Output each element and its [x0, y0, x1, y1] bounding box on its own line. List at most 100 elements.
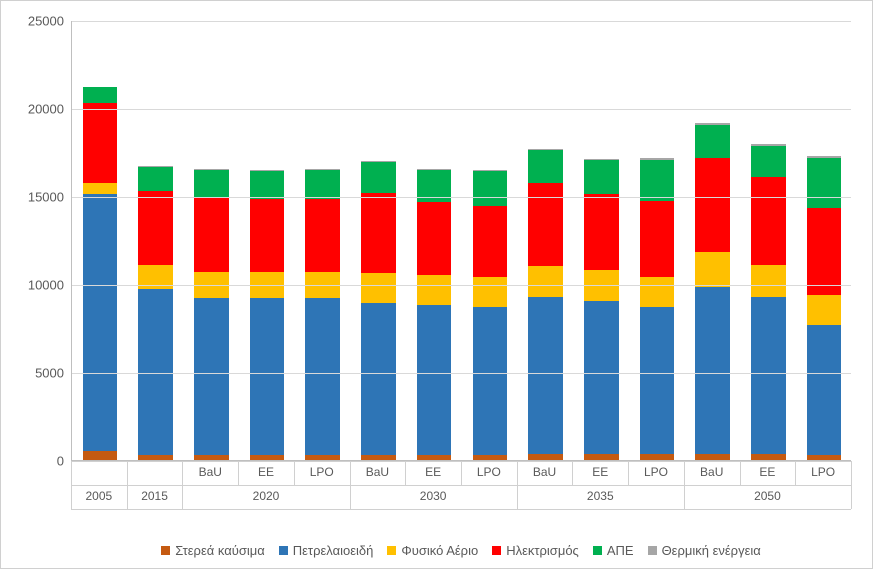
scenario-label: EE — [572, 465, 628, 479]
bar-segment-elec — [751, 177, 786, 265]
bar-segment-gas — [751, 265, 786, 298]
y-tick-label: 10000 — [28, 278, 72, 293]
bar-segment-res — [695, 125, 730, 158]
bar-segment-gas — [473, 277, 508, 307]
bar — [473, 170, 508, 460]
bar-segment-elec — [138, 191, 173, 265]
legend-swatch — [648, 546, 657, 555]
bar-segment-elec — [417, 202, 452, 275]
bar-segment-res — [473, 171, 508, 206]
bar-segment-res — [584, 160, 619, 193]
y-tick-label: 0 — [57, 454, 72, 469]
bar — [138, 166, 173, 460]
bar-segment-res — [83, 87, 118, 103]
legend-label: Ηλεκτρισμός — [506, 543, 579, 558]
bar-segment-elec — [83, 103, 118, 183]
category-border — [740, 461, 741, 485]
scenario-label: LPO — [628, 465, 684, 479]
bar — [250, 170, 285, 460]
bar-segment-res — [361, 162, 396, 194]
energy-stacked-bar-chart: 0500010000150002000025000 BaUEELPOBaUEEL… — [0, 0, 873, 569]
scenario-label: BaU — [350, 465, 406, 479]
bar-segment-gas — [528, 266, 563, 297]
legend-swatch — [492, 546, 501, 555]
bar-segment-petrol — [305, 298, 340, 455]
legend-swatch — [161, 546, 170, 555]
bar-segment-petrol — [584, 301, 619, 454]
bar-segment-res — [751, 146, 786, 177]
bar-segment-res — [807, 158, 842, 208]
category-border — [238, 461, 239, 485]
bar-segment-solid — [473, 455, 508, 460]
bar-segment-petrol — [138, 289, 173, 455]
legend-item: Θερμική ενέργεια — [648, 543, 761, 558]
legend-label: ΑΠΕ — [607, 543, 634, 558]
bar-segment-res — [138, 167, 173, 191]
scenario-label: BaU — [517, 465, 573, 479]
y-tick-label: 15000 — [28, 190, 72, 205]
bar-segment-gas — [807, 295, 842, 325]
scenario-label: LPO — [795, 465, 851, 479]
bar — [528, 149, 563, 461]
bar-segment-solid — [138, 455, 173, 460]
year-label: 2005 — [71, 489, 127, 503]
bar-segment-elec — [528, 183, 563, 266]
bar — [361, 161, 396, 460]
bar-segment-res — [305, 170, 340, 199]
bar-segment-solid — [528, 454, 563, 460]
gridline — [72, 373, 851, 374]
legend-swatch — [593, 546, 602, 555]
bar — [640, 158, 675, 460]
bar — [305, 169, 340, 460]
bar-segment-elec — [695, 158, 730, 252]
gridline — [72, 21, 851, 22]
scenario-label: LPO — [294, 465, 350, 479]
gridline — [72, 109, 851, 110]
bar-segment-solid — [751, 454, 786, 460]
bar-segment-res — [528, 150, 563, 183]
bar — [751, 144, 786, 460]
legend-item: Πετρελαιοειδή — [279, 543, 374, 558]
bar-segment-res — [640, 160, 675, 201]
bar — [83, 87, 118, 460]
bar-segment-elec — [250, 199, 285, 272]
scenario-label: EE — [238, 465, 294, 479]
bar-segment-solid — [83, 451, 118, 460]
bar-segment-gas — [83, 183, 118, 194]
bar-segment-elec — [361, 193, 396, 272]
bar-segment-res — [250, 171, 285, 199]
bar-segment-elec — [584, 194, 619, 271]
legend: Στερεά καύσιμα Πετρελαιοειδή Φυσικό Αέριο Η… — [71, 543, 851, 558]
bars-area — [72, 21, 851, 460]
bar — [194, 169, 229, 460]
bar-segment-gas — [695, 252, 730, 286]
bar-segment-petrol — [473, 307, 508, 455]
legend-swatch — [279, 546, 288, 555]
year-label: 2020 — [182, 489, 349, 503]
bar-segment-solid — [194, 455, 229, 460]
category-border — [851, 461, 852, 509]
gridline — [72, 197, 851, 198]
legend-item: Ηλεκτρισμός — [492, 543, 579, 558]
year-label: 2030 — [350, 489, 517, 503]
bar — [417, 169, 452, 460]
bar-segment-petrol — [528, 297, 563, 455]
category-border — [628, 461, 629, 485]
y-tick-label: 20000 — [28, 102, 72, 117]
bar-segment-petrol — [695, 287, 730, 454]
legend-item: ΑΠΕ — [593, 543, 634, 558]
category-border — [795, 461, 796, 485]
bar-segment-petrol — [83, 194, 118, 451]
bar-segment-petrol — [250, 298, 285, 455]
category-border — [294, 461, 295, 485]
bar-segment-elec — [473, 206, 508, 277]
bar — [695, 123, 730, 460]
bar-segment-elec — [807, 208, 842, 294]
year-label: 2015 — [127, 489, 183, 503]
legend-item: Στερεά καύσιμα — [161, 543, 265, 558]
bar-segment-solid — [305, 455, 340, 460]
legend-item: Φυσικό Αέριο — [387, 543, 478, 558]
category-border — [405, 461, 406, 485]
bar-segment-petrol — [417, 305, 452, 455]
scenario-label: LPO — [461, 465, 517, 479]
